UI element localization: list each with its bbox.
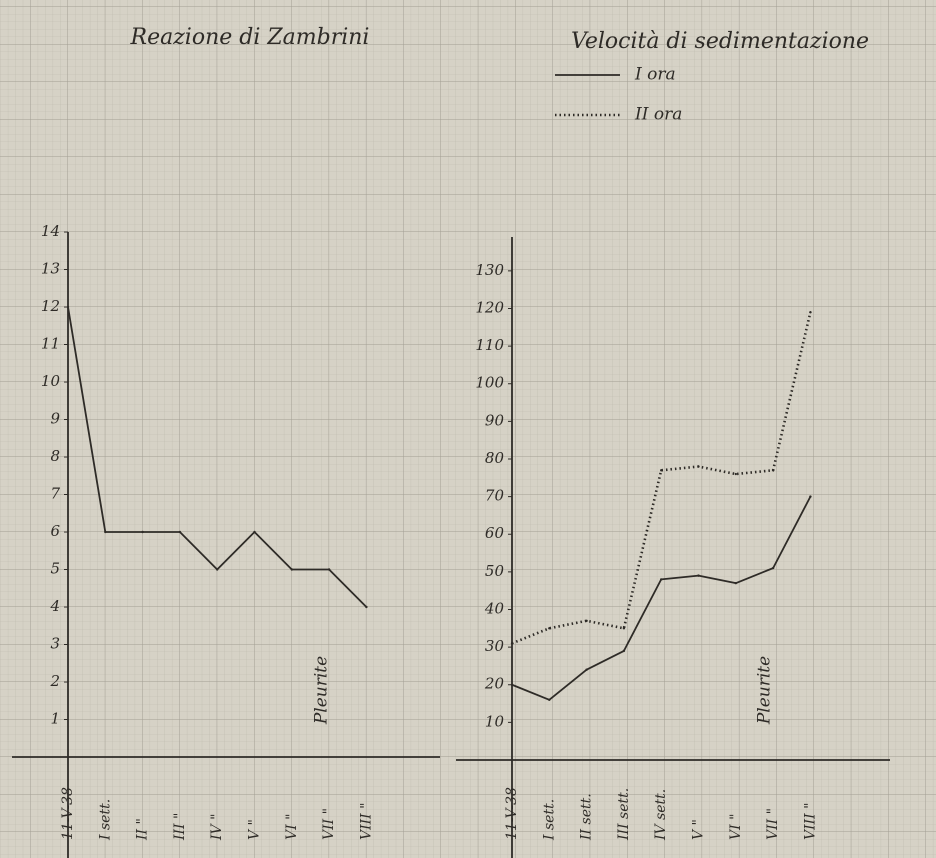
x-tick-label: IV " — [209, 813, 225, 841]
y-tick-label: 9 — [50, 410, 60, 428]
y-tick-label: 130 — [475, 261, 504, 279]
data-point — [548, 627, 550, 629]
chart-title: Velocità di sedimentazione — [571, 29, 869, 54]
x-tick-label: IV sett. — [653, 789, 669, 841]
x-tick-label: 11-V-38 — [60, 787, 76, 840]
data-point — [511, 684, 513, 686]
data-point — [585, 620, 587, 622]
data-point — [67, 306, 69, 308]
x-tick-label: VI " — [728, 813, 744, 840]
data-point — [328, 568, 330, 570]
x-tick-label: VI " — [284, 813, 300, 840]
data-point — [179, 531, 181, 533]
chart-sheet: Reazione di Zambrini12345678910111213141… — [0, 0, 936, 858]
y-tick-label: 60 — [485, 524, 505, 542]
y-tick-label: 4 — [49, 597, 60, 615]
annotation: Pleurite — [312, 656, 332, 725]
y-tick-label: 1 — [50, 710, 60, 728]
y-tick-label: 20 — [484, 675, 505, 693]
y-tick-label: 50 — [485, 562, 505, 580]
data-point — [365, 606, 367, 608]
data-point — [772, 469, 774, 471]
x-tick-label: VIII " — [802, 802, 818, 840]
y-tick-label: 13 — [41, 260, 60, 278]
y-tick-label: 12 — [41, 297, 60, 315]
data-point — [104, 531, 106, 533]
y-tick-label: 80 — [485, 449, 505, 467]
y-tick-label: 30 — [485, 637, 505, 655]
y-tick-label: 90 — [485, 411, 505, 429]
y-tick-label: 10 — [41, 372, 61, 390]
y-tick-label: 7 — [50, 485, 60, 503]
x-tick-label: III " — [172, 813, 188, 841]
y-tick-label: 100 — [475, 374, 504, 392]
data-point — [623, 650, 625, 652]
x-tick-label: VIII " — [358, 802, 374, 840]
annotation: Pleurite — [755, 656, 775, 725]
data-point — [511, 642, 513, 644]
x-tick-label: V " — [247, 819, 263, 840]
y-tick-label: 6 — [50, 522, 60, 540]
y-tick-label: 40 — [484, 599, 505, 617]
data-point — [809, 311, 811, 313]
y-tick-label: 11 — [41, 335, 60, 353]
x-tick-label: I sett. — [541, 799, 557, 841]
y-tick-label: 10 — [485, 712, 505, 730]
x-tick-label: V " — [691, 819, 707, 840]
data-point — [809, 495, 811, 497]
data-point — [735, 473, 737, 475]
data-point — [623, 627, 625, 629]
data-point — [660, 469, 662, 471]
x-tick-label: III sett. — [616, 788, 632, 841]
data-point — [291, 568, 293, 570]
legend-label: II ora — [634, 105, 682, 125]
data-point — [548, 699, 550, 701]
x-tick-label: 11-V-38 — [504, 787, 520, 840]
data-point — [735, 582, 737, 584]
y-tick-label: 70 — [485, 487, 505, 505]
graph-paper — [0, 0, 936, 858]
y-tick-label: 5 — [50, 560, 60, 578]
data-point — [253, 531, 255, 533]
y-tick-label: 120 — [475, 298, 504, 316]
x-tick-label: VII " — [765, 808, 781, 840]
data-point — [697, 465, 699, 467]
chart-title: Reazione di Zambrini — [130, 25, 370, 50]
x-tick-label: VII " — [321, 808, 337, 840]
y-tick-label: 110 — [475, 336, 504, 354]
data-point — [697, 574, 699, 576]
y-tick-label: 2 — [49, 672, 60, 690]
data-point — [660, 578, 662, 580]
x-tick-label: II sett. — [579, 793, 595, 841]
data-point — [216, 568, 218, 570]
x-tick-label: II " — [135, 818, 151, 841]
data-point — [585, 668, 587, 670]
y-tick-label: 8 — [50, 447, 60, 465]
data-point — [772, 567, 774, 569]
page: Reazione di Zambrini12345678910111213141… — [0, 0, 936, 858]
data-point — [141, 531, 143, 533]
y-tick-label: 14 — [41, 222, 60, 240]
x-tick-label: I sett. — [97, 799, 113, 841]
y-tick-label: 3 — [50, 635, 60, 653]
legend-label: I ora — [634, 65, 676, 85]
